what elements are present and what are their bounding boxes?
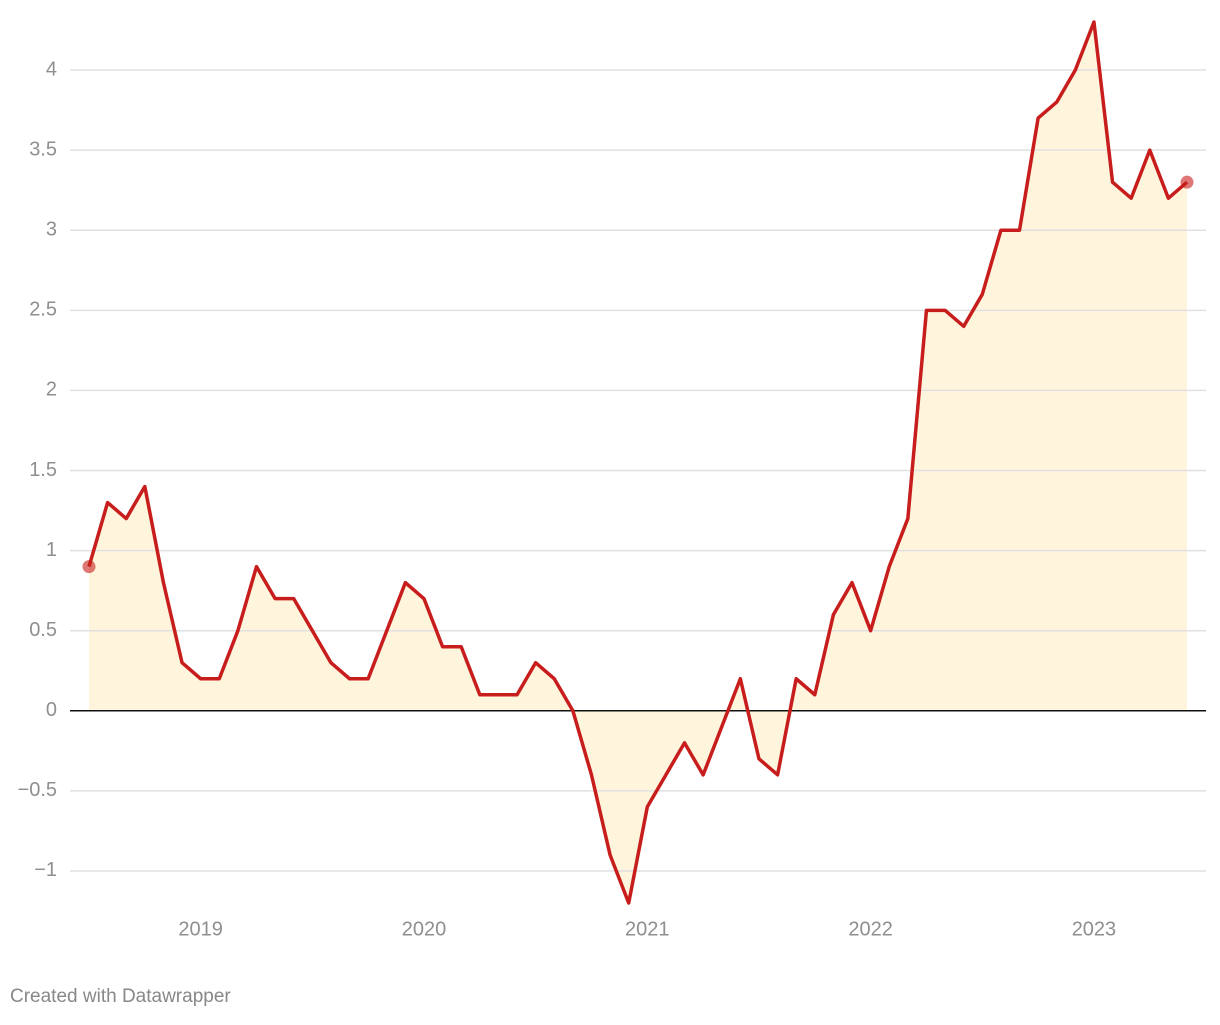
grid [70,69,1206,872]
y-tick-label: −0.5 [18,779,57,801]
y-tick-label: 3.5 [29,138,57,160]
x-tick-label: 2022 [848,918,893,940]
x-tick-label: 2021 [625,918,670,940]
footer: Created with Datawrapper [10,986,231,1007]
end-dot [1180,175,1194,189]
line [87,20,1189,905]
x-tick-label: 2019 [178,918,223,940]
y-tick-label: 2 [46,379,57,401]
area [89,22,1187,903]
y-tick-label: 0.5 [29,619,57,641]
y-tick-label: 1 [46,539,57,561]
y-tick-label: 1.5 [29,459,57,481]
y-tick-label: 3 [46,219,57,241]
x-tick-label: 2020 [402,918,447,940]
y-tick-label: 0 [46,699,57,721]
end-dot [82,560,96,574]
y-tick-label: 4 [46,58,57,80]
x-tick-label: 2023 [1072,918,1117,940]
y-tick-label: 2.5 [29,299,57,321]
y-tick-label: −1 [34,859,57,881]
